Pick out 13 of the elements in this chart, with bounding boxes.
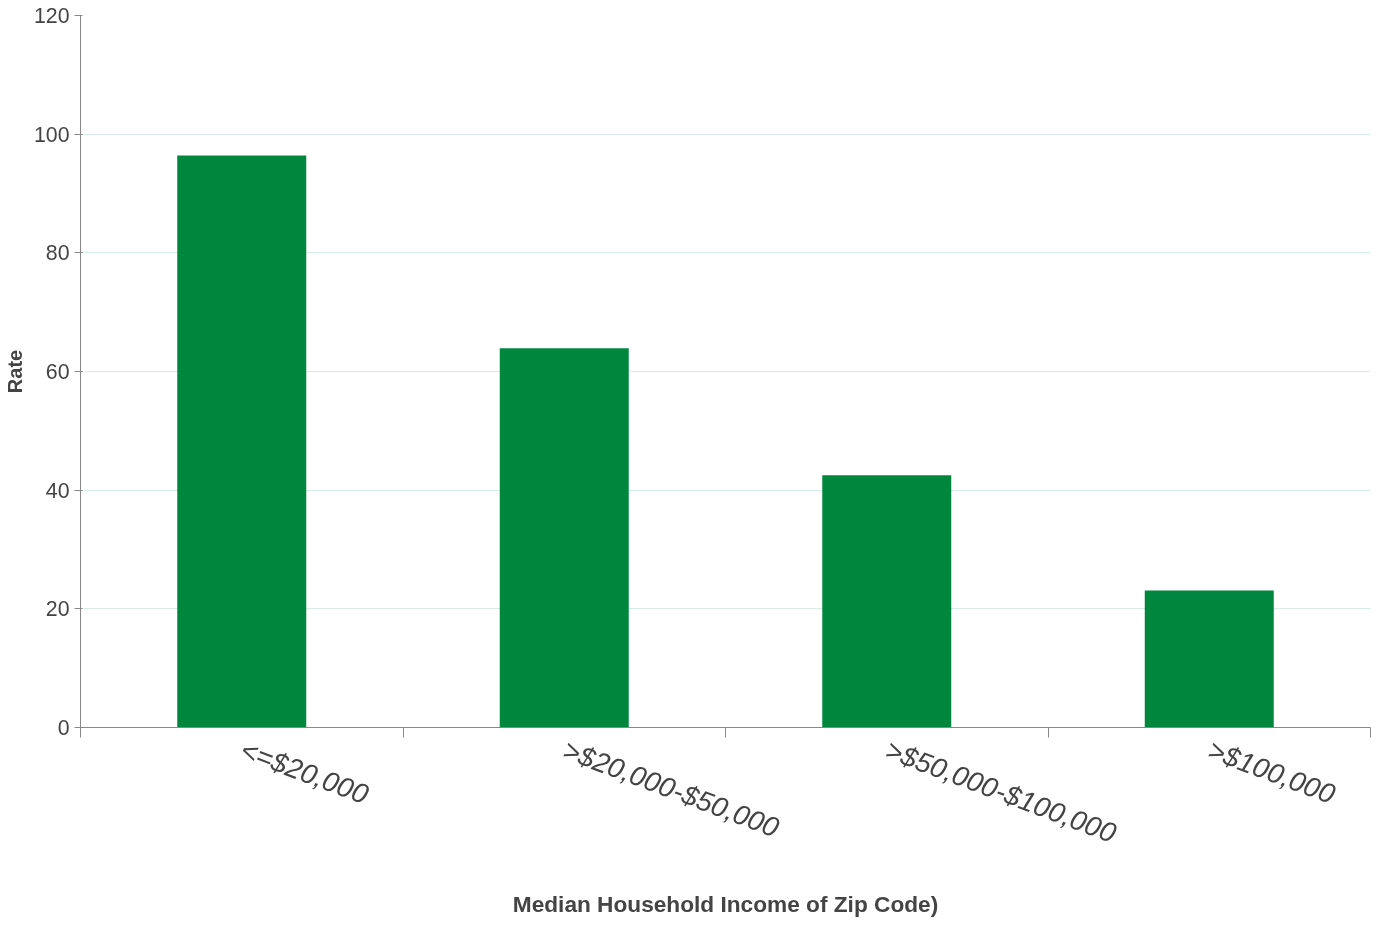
- bar: [1144, 590, 1274, 728]
- x-axis-title: Median Household Income of Zip Code): [512, 891, 939, 918]
- bar: [499, 348, 629, 728]
- y-tick-label: 20: [45, 597, 70, 622]
- y-tick-label: 100: [33, 122, 70, 147]
- y-tick-label: 40: [45, 478, 70, 503]
- y-axis-title: Rate: [3, 349, 26, 394]
- y-tick-label: 120: [33, 4, 70, 28]
- y-tick-label: 0: [57, 716, 70, 740]
- bar: [822, 475, 952, 728]
- y-tick-label: 60: [45, 360, 70, 384]
- y-tick-label: 80: [45, 241, 70, 266]
- bar: [177, 155, 307, 728]
